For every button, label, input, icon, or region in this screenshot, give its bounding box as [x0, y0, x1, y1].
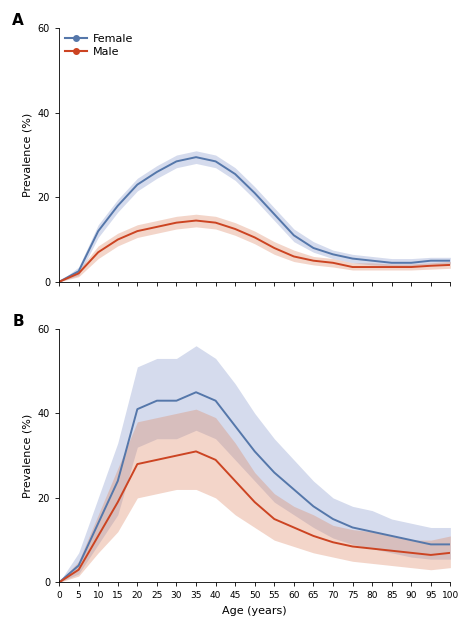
Text: A: A — [12, 13, 24, 28]
X-axis label: Age (years): Age (years) — [222, 606, 287, 616]
Text: B: B — [12, 314, 24, 329]
Legend: Female, Male: Female, Male — [64, 34, 133, 57]
Y-axis label: Prevalence (%): Prevalence (%) — [22, 113, 32, 197]
Y-axis label: Prevalence (%): Prevalence (%) — [22, 413, 32, 498]
